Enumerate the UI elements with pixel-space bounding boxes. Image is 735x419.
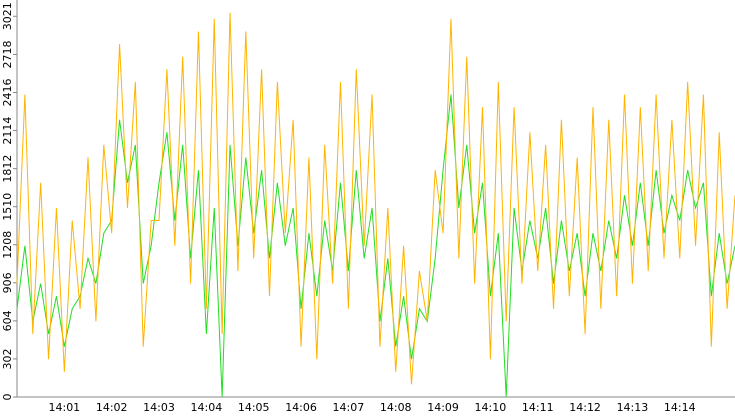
y-tick-label: 1208 — [1, 231, 14, 259]
x-tick-label: 14:14 — [664, 401, 696, 414]
y-tick-label: 2416 — [1, 79, 14, 107]
y-tick-label: 906 — [1, 272, 14, 293]
y-tick-label: 2718 — [1, 40, 14, 68]
series-line — [16, 12, 735, 385]
x-tick-label: 14:04 — [191, 401, 223, 414]
x-tick-label: 14:05 — [238, 401, 270, 414]
y-tick-label: 2114 — [1, 117, 14, 145]
x-tick-label: 14:06 — [285, 401, 317, 414]
x-tick-label: 14:08 — [380, 401, 412, 414]
series-line — [16, 94, 735, 398]
y-tick-label: 0 — [1, 394, 14, 401]
x-tick-label: 14:09 — [427, 401, 459, 414]
x-tick-label: 14:13 — [617, 401, 649, 414]
x-tick-label: 14:12 — [569, 401, 601, 414]
x-tick-label: 14:11 — [522, 401, 554, 414]
x-tick-label: 14:01 — [48, 401, 80, 414]
x-tick-label: 14:03 — [143, 401, 175, 414]
y-tick-label: 1812 — [1, 155, 14, 183]
x-tick-label: 14:02 — [96, 401, 128, 414]
y-tick-label: 302 — [1, 348, 14, 369]
x-tick-label: 14:10 — [475, 401, 507, 414]
x-tick-label: 14:07 — [333, 401, 365, 414]
y-tick-label: 604 — [1, 310, 14, 331]
y-tick-label: 3021 — [1, 2, 14, 30]
y-tick-label: 1510 — [1, 193, 14, 221]
